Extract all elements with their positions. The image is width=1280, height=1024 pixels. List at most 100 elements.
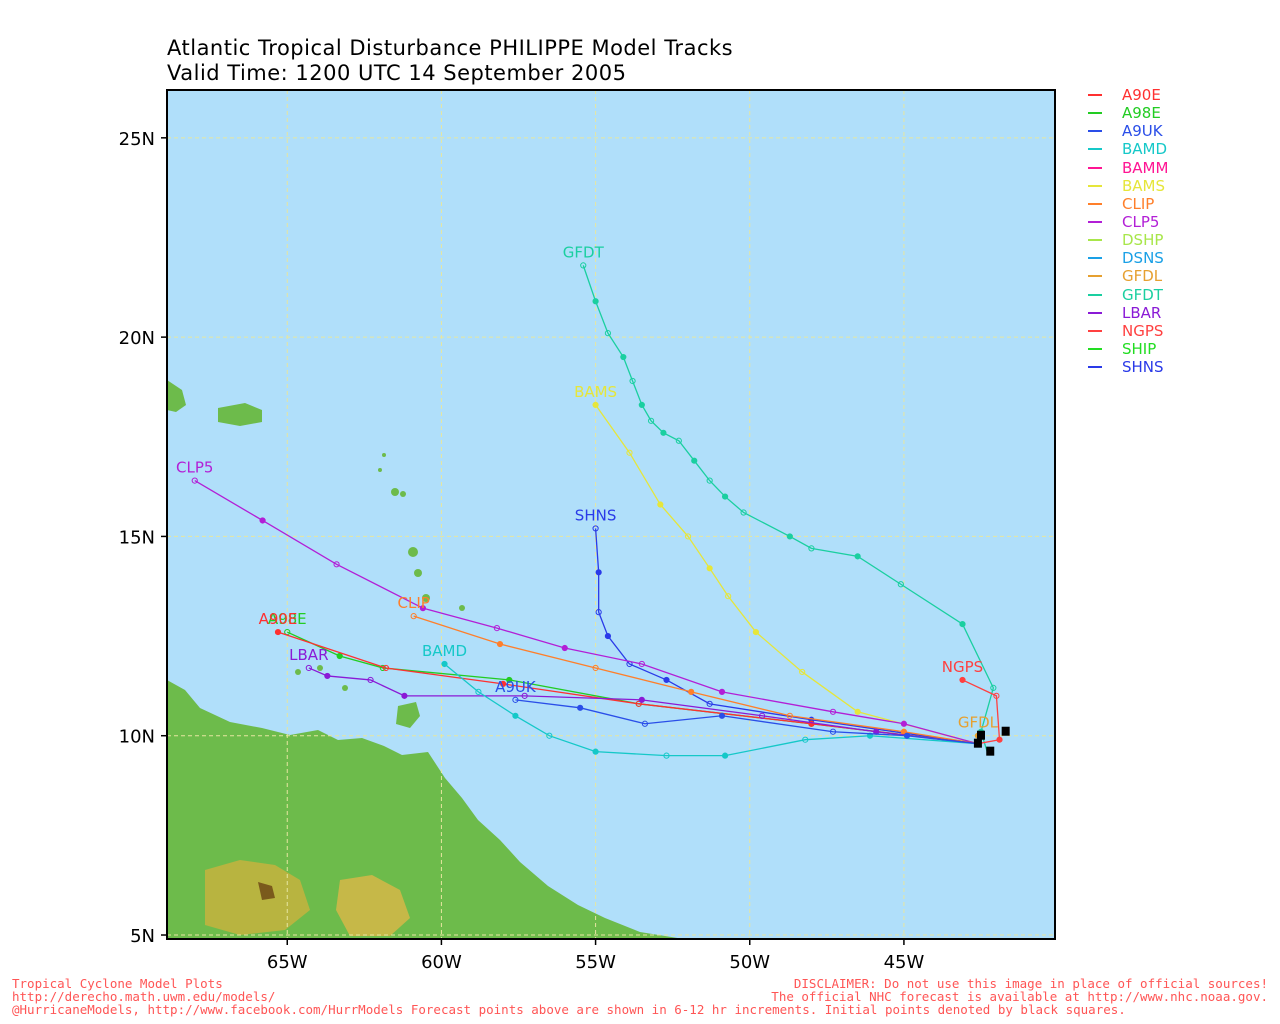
track-point	[808, 545, 815, 552]
track-label-shns: SHNS	[575, 506, 617, 524]
island	[342, 685, 348, 691]
legend-item-a9uk: A9UK	[1088, 122, 1278, 140]
island	[317, 665, 323, 671]
track-point	[758, 712, 766, 719]
x-tick-label: 45W	[884, 952, 925, 973]
track-point	[259, 517, 266, 524]
legend-item-gfdt: GFDT	[1088, 286, 1278, 304]
track-point	[959, 621, 966, 628]
initial-point-marker	[1001, 726, 1010, 736]
legend-label: BAMS	[1122, 176, 1166, 195]
track-point	[561, 644, 568, 652]
track-point	[493, 624, 501, 632]
x-tick-label: 50W	[729, 952, 770, 973]
track-line-shns	[594, 528, 979, 745]
legend-swatch	[1088, 239, 1102, 242]
legend-label: CLIP	[1122, 194, 1155, 213]
track-point	[595, 609, 602, 616]
legend-item-ngps: NGPS	[1088, 322, 1278, 340]
y-tick-label: 10N	[119, 727, 155, 748]
x-tick-label: 65W	[267, 952, 308, 973]
track-line-bamd	[444, 663, 978, 757]
legend-item-clp5: CLP5	[1088, 213, 1278, 231]
footer-line: @HurricaneModels, http://www.facebook.co…	[12, 1002, 1126, 1017]
track-point	[897, 581, 904, 588]
island	[400, 491, 406, 497]
island	[408, 547, 418, 557]
track-point	[721, 752, 729, 759]
track-point	[752, 628, 760, 636]
legend-swatch	[1088, 166, 1102, 169]
legend-swatch	[1088, 293, 1102, 296]
legend-item-bams: BAMS	[1088, 177, 1278, 195]
highland-patch	[258, 882, 275, 900]
legend-swatch	[1088, 366, 1102, 369]
legend-swatch	[1088, 221, 1102, 224]
legend-label: A9UK	[1122, 122, 1163, 141]
map-frame	[166, 89, 1056, 940]
chart-title: Atlantic Tropical Disturbance PHILIPPE M…	[167, 36, 734, 60]
track-point	[638, 401, 645, 408]
legend-item-gfdl: GFDL	[1088, 267, 1278, 285]
legend-swatch	[1088, 112, 1102, 115]
legend-swatch	[1088, 275, 1102, 278]
track-point	[647, 417, 655, 424]
track-point	[546, 732, 553, 739]
legend-item-shns: SHNS	[1088, 358, 1278, 376]
track-label-clp5: CLP5	[176, 459, 213, 477]
track-point	[996, 736, 1003, 743]
track-point	[401, 692, 408, 699]
track-point	[854, 708, 861, 715]
axis-labels: 65W 60W 55W 50W 45W 25N 20N 15N 10N 5N	[119, 129, 925, 973]
track-point	[663, 752, 670, 759]
track-point	[512, 712, 519, 719]
legend-swatch	[1088, 348, 1102, 351]
track-point	[499, 680, 507, 688]
legend-swatch	[1088, 257, 1102, 260]
initial-point-marker	[973, 738, 982, 748]
track-point	[854, 553, 861, 560]
track-point	[382, 664, 390, 672]
track-point	[786, 712, 793, 719]
island	[391, 488, 399, 496]
track-point	[191, 477, 198, 484]
legend-item-ship: SHIP	[1088, 340, 1278, 358]
track-label-bams: BAMS	[574, 383, 617, 401]
island	[218, 403, 262, 426]
track-point	[706, 477, 713, 484]
track-point	[577, 704, 584, 711]
legend-swatch	[1088, 329, 1102, 332]
footer-right: DISCLAIMER: Do not use this image in pla…	[771, 977, 1268, 1003]
highland-patch	[336, 875, 410, 936]
legend-item-dsns: DSNS	[1088, 249, 1278, 267]
land-layer	[167, 380, 684, 939]
legend-swatch	[1088, 184, 1102, 187]
legend-item-a98e: A98E	[1088, 104, 1278, 122]
track-point	[959, 676, 966, 684]
track-point	[305, 664, 312, 672]
track-point	[441, 660, 448, 668]
track-point	[620, 353, 627, 361]
legend-item-lbar: LBAR	[1088, 304, 1278, 322]
initial-point-marker	[977, 730, 985, 740]
track-label-lbar: LBAR	[289, 646, 328, 664]
track-point	[829, 708, 837, 715]
track-point	[638, 660, 645, 668]
track-point	[521, 692, 528, 699]
track-point	[900, 720, 908, 727]
south-america-land	[167, 680, 684, 939]
track-point	[604, 330, 612, 337]
legend-label: DSHP	[1122, 231, 1164, 250]
footer-line: DISCLAIMER: Do not use this image in pla…	[793, 976, 1268, 991]
track-label-gfdl: GFDL	[958, 714, 999, 732]
track-point	[496, 640, 504, 648]
track-point	[629, 377, 636, 385]
legend-item-dshp: DSHP	[1088, 231, 1278, 249]
track-point	[506, 676, 513, 684]
legend-label: SHNS	[1122, 358, 1164, 377]
track-point	[688, 688, 695, 695]
initial-point-marker	[986, 746, 995, 756]
track-line-lbar	[308, 667, 978, 745]
